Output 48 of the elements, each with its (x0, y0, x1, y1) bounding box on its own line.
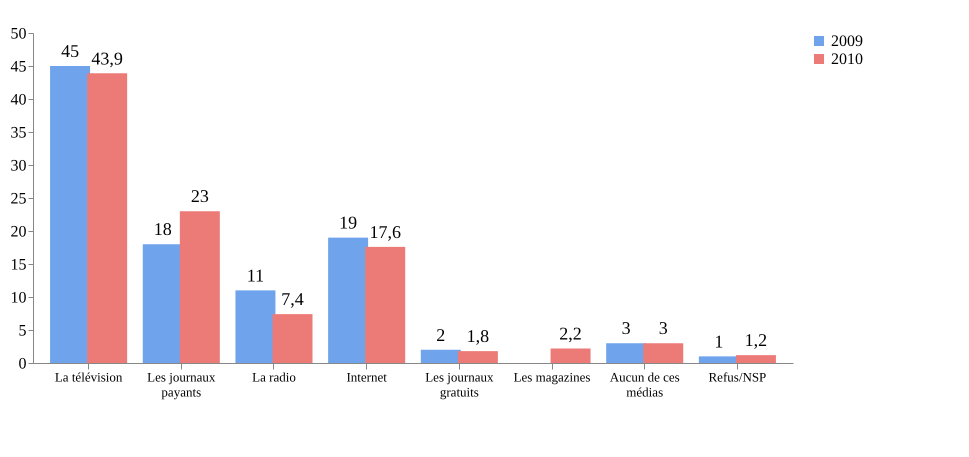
bar (736, 355, 776, 363)
x-tick-label: Les magazines (514, 370, 590, 384)
y-tick-label: 50 (10, 26, 26, 42)
x-tick-label: La télévision (54, 370, 123, 384)
y-tick-label: 30 (10, 158, 26, 174)
y-tick-label: 40 (10, 92, 26, 108)
data-label: 11 (246, 265, 264, 286)
data-label: 43,9 (91, 48, 123, 68)
y-tick-label: 35 (10, 124, 26, 142)
y-tick-label: 45 (10, 58, 26, 76)
y-tick-label: 0 (18, 356, 26, 372)
legend-label: 2009 (831, 33, 863, 50)
data-label: 2 (436, 324, 446, 345)
bar (272, 314, 313, 363)
data-label: 19 (339, 212, 358, 233)
y-tick-label: 10 (10, 290, 26, 306)
bar (50, 66, 90, 363)
x-tick-label: Les journaux payants (147, 370, 216, 400)
bar (643, 343, 684, 363)
y-tick-label: 20 (10, 224, 26, 240)
bar (235, 290, 276, 363)
data-label: 3 (658, 318, 668, 338)
data-label: 3 (622, 318, 631, 338)
x-tick-label: Les journaux gratuits (425, 370, 494, 400)
data-label: 45 (61, 41, 80, 61)
data-label: 7,4 (281, 289, 304, 310)
data-label: 23 (190, 186, 209, 206)
data-label: 1,8 (466, 326, 490, 346)
data-label: 1 (714, 331, 724, 352)
y-tick-label: 25 (10, 190, 26, 208)
bar (458, 351, 498, 363)
data-label: 2,2 (559, 323, 582, 344)
x-tick-label: Aucun de ces médias (610, 370, 680, 400)
bar (180, 211, 220, 363)
y-tick-label: 5 (18, 322, 26, 340)
bar (87, 73, 128, 363)
legend-label: 2010 (831, 51, 863, 68)
x-tick-label: Refus/NSP (708, 370, 766, 384)
bar (365, 246, 406, 363)
bar (328, 238, 368, 363)
x-tick-label: La radio (252, 370, 296, 384)
data-label: 1,2 (744, 330, 768, 350)
data-label: 17,6 (369, 222, 401, 242)
data-label: 18 (154, 219, 172, 240)
bar (420, 350, 461, 363)
x-tick-label: Internet (346, 370, 388, 384)
bar (550, 348, 591, 363)
y-tick-label: 15 (10, 256, 26, 274)
